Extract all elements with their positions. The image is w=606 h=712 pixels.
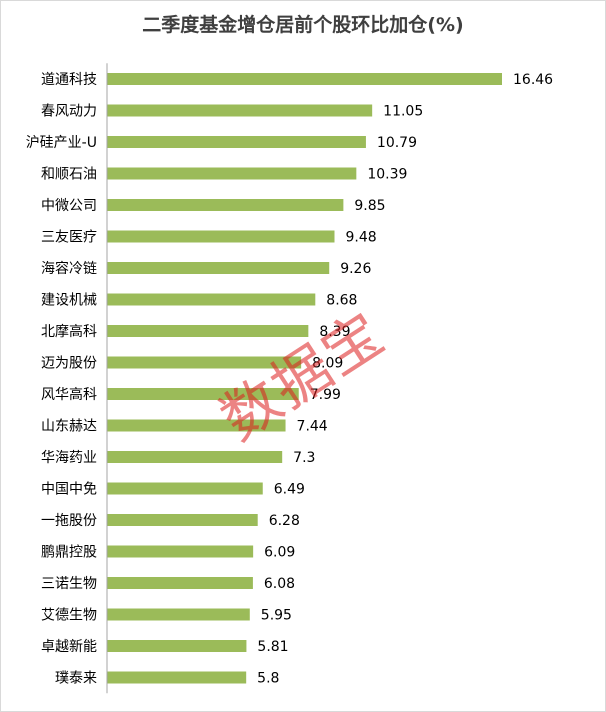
category-label: 一拖股份 (41, 513, 97, 529)
category-label: 建设机械 (41, 293, 97, 309)
category-label: 风华高科 (41, 386, 97, 403)
value-label: 5.95 (261, 608, 292, 624)
category-label: 北摩高科 (41, 323, 97, 340)
bar-18 (107, 640, 247, 652)
bar-5 (107, 230, 335, 243)
category-label: 卓越新能 (41, 639, 97, 655)
bar-19 (107, 671, 247, 684)
value-label: 6.28 (269, 513, 300, 529)
bar-14 (107, 514, 258, 526)
value-label: 8.68 (326, 293, 357, 309)
bar-17 (107, 608, 250, 621)
bar-12 (107, 451, 283, 463)
value-label: 8.09 (312, 356, 343, 372)
value-label: 11.05 (383, 104, 423, 120)
value-label: 7.3 (293, 450, 315, 466)
bar-16 (107, 577, 253, 589)
category-label: 迈为股份 (41, 356, 97, 372)
chart-title: 二季度基金增仓居前个股环比加仓(%) (142, 14, 464, 36)
category-label: 三诺生物 (41, 576, 97, 592)
value-label: 5.81 (257, 639, 288, 655)
bar-13 (107, 482, 263, 495)
bars-layer (107, 73, 502, 684)
bar-3 (107, 167, 357, 180)
bar-9 (107, 356, 302, 369)
value-label: 6.49 (274, 482, 305, 498)
category-label: 春风动力 (41, 104, 97, 120)
bar-0 (107, 73, 502, 85)
value-label: 7.99 (310, 387, 341, 403)
bar-8 (107, 325, 309, 337)
value-label: 9.85 (354, 198, 385, 214)
value-label: 6.09 (264, 545, 295, 561)
bar-4 (107, 199, 344, 211)
value-label: 6.08 (264, 576, 295, 592)
bar-2 (107, 136, 366, 148)
value-label: 16.46 (513, 72, 553, 88)
category-label: 艾德生物 (41, 608, 97, 624)
value-label: 8.39 (319, 324, 350, 340)
value-label: 7.44 (297, 419, 328, 435)
bar-15 (107, 545, 254, 558)
value-label: 9.26 (340, 261, 371, 277)
category-label: 沪硅产业-U (26, 135, 97, 151)
category-label: 华海药业 (41, 450, 97, 466)
category-label: 和顺石油 (41, 167, 97, 183)
category-label: 璞泰来 (55, 671, 97, 687)
category-label: 海容冷链 (41, 260, 97, 277)
value-label: 10.39 (367, 167, 407, 183)
bar-10 (107, 388, 299, 400)
value-label: 5.8 (257, 671, 279, 687)
value-label: 9.48 (345, 230, 376, 246)
value-label: 10.79 (377, 135, 417, 151)
bar-7 (107, 293, 316, 306)
value-labels-layer: 16.46 11.05 10.79 10.39 9.85 9.48 9.26 8.68 8.39… (257, 72, 553, 687)
category-label: 山东赫达 (41, 419, 97, 435)
category-label: 中微公司 (41, 198, 97, 214)
bar-6 (107, 262, 330, 274)
category-label: 中国中免 (41, 482, 97, 498)
category-label: 三友医疗 (41, 230, 97, 246)
bar-11 (107, 419, 286, 432)
bar-1 (107, 104, 373, 117)
category-label: 鹏鼎控股 (41, 545, 97, 561)
category-label: 道通科技 (41, 72, 97, 88)
